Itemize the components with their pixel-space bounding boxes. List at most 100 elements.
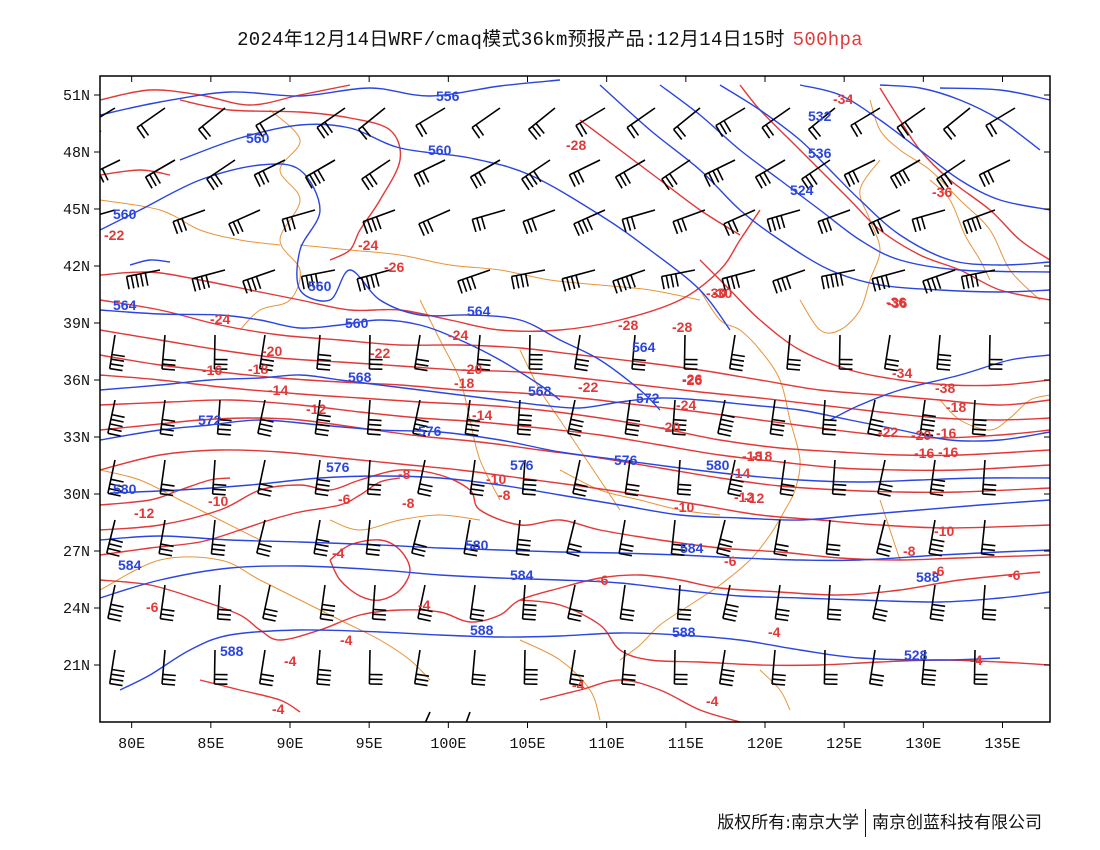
height-contour-label: 576	[326, 459, 350, 475]
wind-barb	[626, 107, 656, 139]
temperature-contour-label: -34	[892, 365, 912, 381]
temperature-contour-label: -18	[454, 375, 474, 391]
height-contour-label: 588	[916, 569, 940, 585]
wind-barb	[476, 334, 491, 371]
temperature-contour	[699, 259, 1050, 387]
wind-barb	[672, 209, 706, 235]
wind-barb	[621, 649, 636, 686]
wind-barb	[107, 459, 124, 497]
wind-barb	[921, 649, 937, 686]
pressure-level: 500hpa	[792, 29, 863, 51]
geopotential-contour	[129, 259, 171, 266]
wind-barb	[660, 269, 696, 290]
wind-barb	[257, 399, 274, 437]
height-contour-label: 564	[113, 297, 137, 313]
wind-barb	[721, 269, 756, 292]
wind-barb	[521, 159, 551, 191]
map-plot-area: 556 560 560 560 560 560 564 564 564 568 568 572 572 5…	[100, 79, 1050, 722]
wind-barb	[624, 459, 640, 497]
wind-barb	[100, 209, 116, 228]
wind-barb	[417, 459, 433, 497]
wind-barb	[673, 649, 688, 685]
coastline-border	[879, 499, 901, 561]
temperature-contour-label: -12	[744, 490, 764, 506]
height-contour-label: 584	[118, 557, 142, 573]
contour-labels: 556 560 560 560 560 560 564 564 564 568 568 572 572 5…	[104, 88, 1021, 717]
height-contour-label: 572	[198, 412, 222, 428]
temperature-contour	[739, 84, 1050, 301]
temperature-contour	[100, 449, 1050, 529]
temperature-contour	[100, 299, 1050, 406]
temperature-contour-label: -4	[272, 701, 285, 717]
height-contour-label: 580	[706, 457, 730, 473]
temperature-contour-label: -16	[914, 445, 934, 461]
wind-barb	[465, 711, 471, 722]
height-contour-label: 560	[345, 315, 369, 331]
coastline-border	[239, 109, 301, 331]
lat-tick-label: 42N	[63, 259, 90, 276]
wind-barb	[368, 334, 383, 370]
wind-barb	[561, 269, 596, 292]
height-contour-label: 556	[436, 88, 460, 104]
temperature-contour	[100, 209, 761, 332]
coastline-border	[759, 669, 791, 711]
wind-barb	[672, 107, 701, 141]
temperature-contour-label: -30	[712, 285, 732, 301]
temperature-contour-label: -4	[284, 653, 297, 669]
coastline-border	[100, 469, 261, 541]
temperature-contour-label: -8	[903, 543, 916, 559]
temperature-contour-label: -36	[887, 295, 907, 311]
temperature-contour-label: -18	[248, 361, 268, 377]
company-name: 南京创蓝科技有限公司	[872, 813, 1042, 833]
temperature-contour-label: -18	[742, 448, 762, 464]
wind-barb	[413, 159, 446, 187]
wind-barb	[159, 584, 175, 622]
height-contour-label: 584	[510, 567, 534, 583]
temperature-contour-label: -22	[104, 227, 124, 243]
wind-barb	[418, 209, 451, 237]
wind-barb	[614, 159, 646, 189]
wind-barb	[573, 209, 606, 237]
wind-barb	[883, 334, 900, 372]
wind-barb	[106, 519, 123, 557]
wind-barb	[807, 107, 836, 141]
wind-barb	[612, 269, 646, 294]
temperature-contour-label: -18	[752, 448, 772, 464]
copyright-text: 版权所有:南京大学	[717, 813, 859, 833]
wind-barb	[471, 209, 506, 233]
wind-barb	[411, 519, 427, 557]
wind-barb	[868, 649, 885, 687]
wind-barb	[676, 459, 692, 496]
wind-barb	[567, 399, 584, 437]
wind-barb	[523, 649, 538, 685]
wind-barb	[817, 209, 851, 235]
wind-barb	[469, 159, 501, 189]
lon-tick-label: 120E	[747, 736, 783, 753]
lon-tick-label: 95E	[356, 736, 383, 753]
temperature-contour	[100, 477, 401, 556]
temperature-contour-label: -4	[332, 545, 345, 561]
wind-barb	[255, 107, 286, 138]
wind-barb	[313, 519, 330, 557]
wind-barb	[144, 159, 176, 189]
wind-barb	[820, 269, 856, 290]
wind-barb	[107, 584, 124, 622]
lon-tick-label: 110E	[589, 736, 625, 753]
wind-barb	[253, 159, 286, 187]
wind-barb	[314, 459, 331, 497]
coastline-layer	[100, 99, 1050, 721]
wind-barb	[621, 209, 656, 233]
wind-barb	[754, 159, 786, 189]
wind-barb	[471, 649, 486, 686]
wind-barb	[661, 159, 691, 191]
wind-barb	[821, 399, 837, 436]
lat-tick-label: 51N	[63, 88, 90, 105]
temperature-contour-label: -6	[338, 491, 351, 507]
wind-barb	[125, 269, 161, 290]
wind-barb	[801, 159, 831, 191]
coastline-border	[559, 469, 721, 516]
wind-barb	[727, 459, 744, 497]
wind-barbs-layer	[100, 107, 1016, 722]
wind-barb	[715, 107, 746, 138]
height-contour-label: 564	[467, 303, 491, 319]
